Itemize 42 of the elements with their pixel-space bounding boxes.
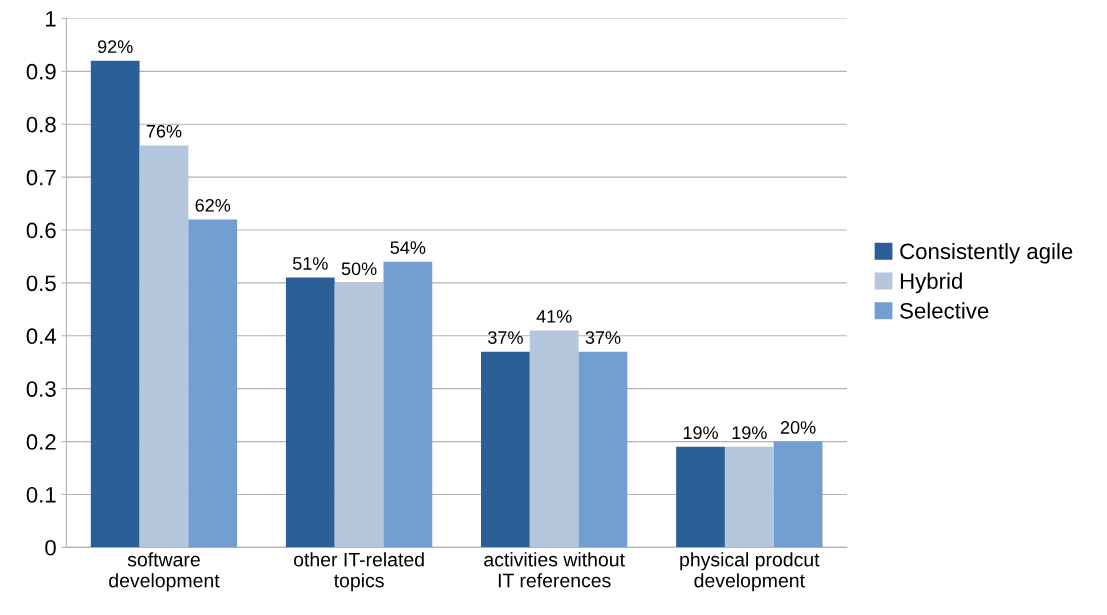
data-label: 50% — [341, 262, 377, 276]
bar — [334, 282, 384, 548]
data-label: 19% — [732, 426, 767, 440]
data-label: 37% — [488, 331, 523, 344]
y-tick-label: 0.9 — [26, 63, 56, 80]
bar — [773, 441, 823, 548]
bar — [139, 145, 189, 548]
data-label: 62% — [195, 198, 231, 212]
data-label: 76% — [146, 124, 182, 138]
bar — [724, 446, 774, 548]
legend-label: Hybrid — [900, 272, 962, 294]
bar — [481, 351, 530, 548]
data-label: 51% — [292, 257, 328, 270]
bar — [90, 60, 140, 548]
bar — [529, 330, 579, 548]
legend-label: Selective — [900, 302, 989, 319]
data-label: 54% — [390, 241, 426, 255]
bar — [383, 261, 433, 548]
bar — [188, 219, 238, 548]
data-label: 20% — [780, 421, 816, 434]
legend-label: Consistently agile — [900, 242, 1073, 264]
y-tick-label: 0 — [45, 539, 56, 556]
y-tick-label: 0.2 — [26, 434, 56, 450]
x-tick-label: software development — [109, 552, 220, 592]
data-label: 41% — [536, 310, 572, 323]
x-tick-label: activities without IT references — [484, 552, 625, 588]
y-tick-label: 1 — [46, 11, 56, 27]
data-label: 37% — [585, 331, 621, 344]
bar — [578, 351, 628, 548]
y-tick-label: 0.8 — [26, 116, 56, 133]
data-label: 92% — [97, 40, 133, 54]
y-tick-label: 0.4 — [26, 328, 57, 345]
x-tick-label: other IT-related topics — [293, 552, 424, 592]
y-tick-label: 0.1 — [26, 486, 56, 503]
y-tick-label: 0.7 — [26, 169, 56, 186]
y-tick-label: 0.3 — [26, 381, 56, 397]
y-tick-label: 0.6 — [26, 222, 56, 239]
y-tick-label: 0.5 — [26, 275, 56, 292]
x-tick-label: physical prodcut development — [680, 552, 820, 592]
bar — [676, 446, 725, 548]
data-label: 19% — [683, 426, 718, 440]
bar — [285, 277, 335, 548]
